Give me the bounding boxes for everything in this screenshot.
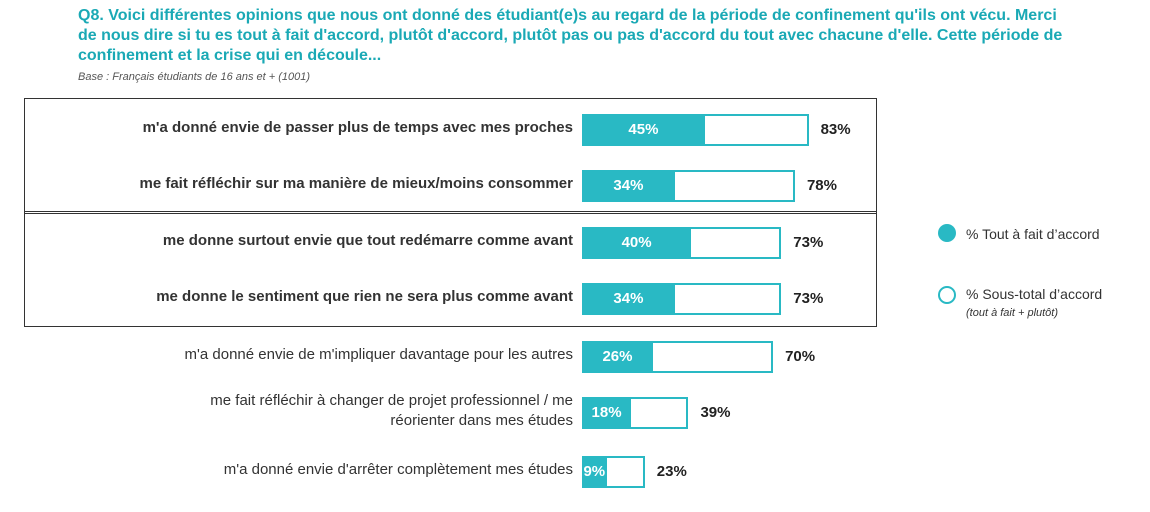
subtotal-value-label: 78% [806,177,837,194]
base-note: Base : Français étudiants de 16 ans et +… [78,71,311,83]
legend-swatch-total [938,286,956,304]
category-label: me fait réfléchir à changer de projet pr… [210,391,573,431]
category-label: me fait réfléchir sur ma manière de mieu… [140,174,574,194]
chart-title: Q8. Voici différentes opinions que nous … [78,7,1063,64]
bar-tout-a-fait: 26% [582,341,653,373]
category-label-line: me donne surtout envie que tout redémarr… [162,232,573,249]
category-label-line: me fait réfléchir à changer de projet pr… [210,392,573,409]
bar-tout-a-fait: 9% [582,456,607,488]
category-label-line: m'a donné envie d'arrêter complètement m… [223,461,573,478]
subtotal-value-label: 23% [656,463,687,480]
subtotal-value-label: 73% [793,290,824,307]
category-label: me donne surtout envie que tout redémarr… [163,231,573,251]
group-box-2 [24,211,877,327]
bar-tout-a-fait: 45% [582,114,705,146]
bar-tout-a-fait: 40% [582,227,692,259]
group-box-1 [24,98,877,214]
bar-tout-a-fait: 18% [582,397,632,429]
category-label: m'a donné envie de m'impliquer davantage… [185,345,573,365]
subtotal-value-label: 73% [793,234,824,251]
category-label-line: m'a donné envie de passer plus de temps … [142,119,573,136]
category-label: me donne le sentiment que rien ne sera p… [156,287,573,307]
legend-label-total: % Sous-total d’accord [966,286,1103,302]
legend-label-full: % Tout à fait d’accord [966,226,1100,242]
category-label-line: m'a donné envie de m'impliquer davantage… [184,346,573,363]
legend-swatch-full [938,224,956,242]
subtotal-value-label: 39% [700,404,731,421]
bar-tout-a-fait: 34% [582,170,675,202]
subtotal-value-label: 70% [785,348,816,365]
legend-label-total-sub: (tout à fait + plutôt) [966,307,1059,319]
subtotal-value-label: 83% [820,121,851,138]
category-label: m'a donné envie de passer plus de temps … [143,118,573,138]
category-label-line: me fait réfléchir sur ma manière de mieu… [139,175,574,192]
category-label-line: réorienter dans mes études [390,412,573,429]
category-label-line: me donne le sentiment que rien ne sera p… [156,288,573,305]
bar-tout-a-fait: 34% [582,283,675,315]
category-label: m'a donné envie d'arrêter complètement m… [224,460,573,480]
